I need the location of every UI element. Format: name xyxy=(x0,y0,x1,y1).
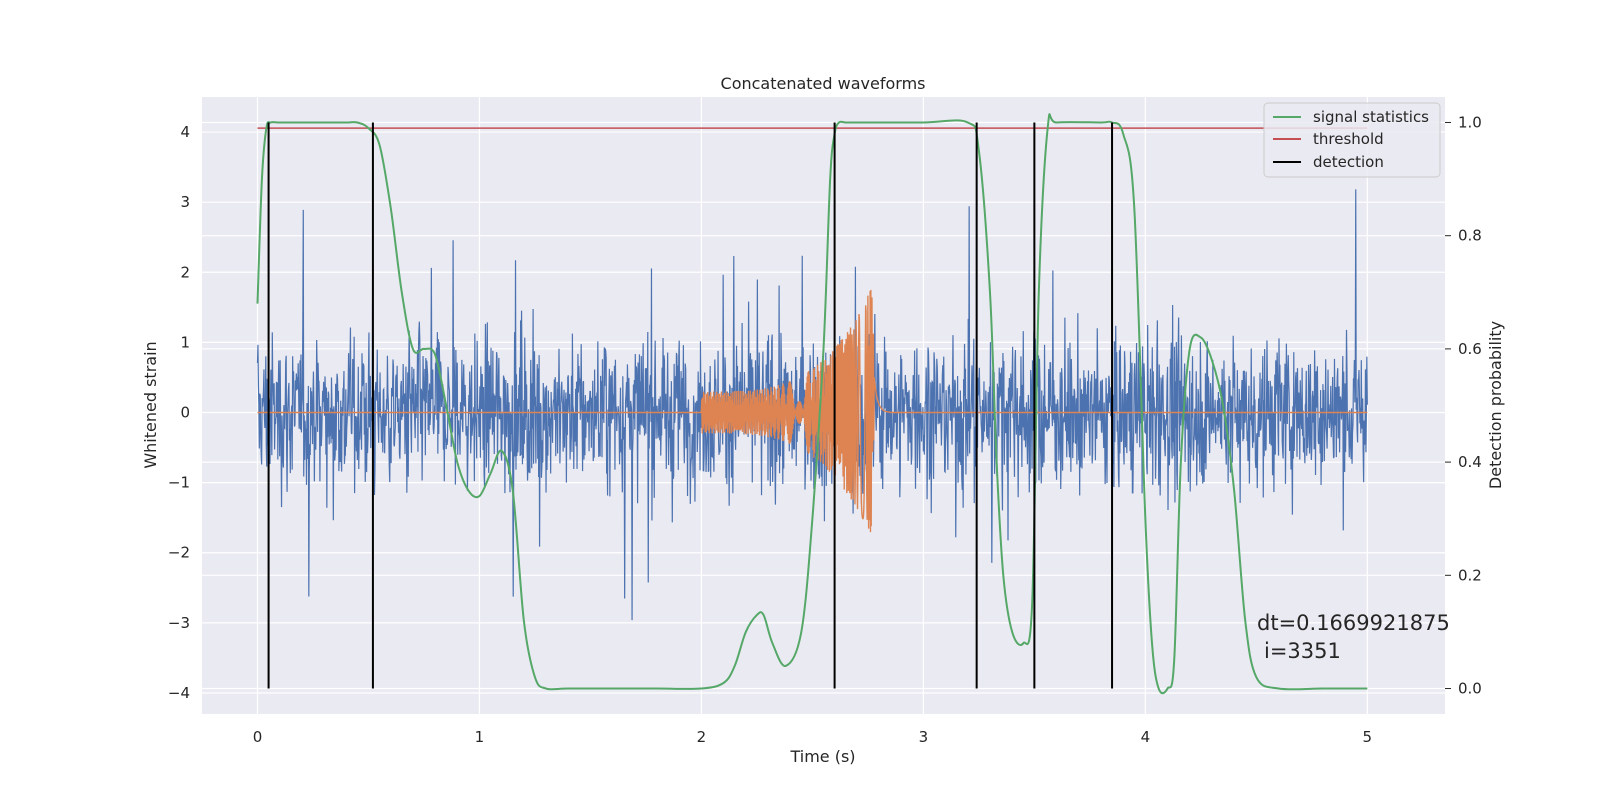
x-tick-label-1: 1 xyxy=(475,728,485,746)
y-axis-right-ticks: 0.0 0.2 0.4 0.6 0.8 1.0 xyxy=(1445,113,1482,698)
y-left-tick-label-0: −4 xyxy=(168,684,190,702)
legend-label-threshold: threshold xyxy=(1313,130,1384,148)
legend-box xyxy=(1263,102,1441,178)
x-axis-label: Time (s) xyxy=(789,747,855,766)
legend-label-detection: detection xyxy=(1313,153,1384,171)
legend: signal statistics threshold detection xyxy=(1263,102,1441,178)
y-axis-left-ticks: −4 −3 −2 −1 0 1 2 3 4 xyxy=(168,123,190,702)
y-right-tick-label-4: 0.8 xyxy=(1458,227,1482,245)
series-waveform xyxy=(257,289,1368,533)
detection-lines xyxy=(267,122,1114,689)
y-right-tick-label-1: 0.2 xyxy=(1458,566,1482,584)
y-left-tick-label-7: 3 xyxy=(180,193,190,211)
y-left-tick-label-8: 4 xyxy=(180,123,190,141)
y-left-tick-label-5: 1 xyxy=(180,333,190,351)
annotation-index: i=3351 xyxy=(1264,639,1341,663)
y-left-tick-label-3: −1 xyxy=(168,474,190,492)
y-right-tick-label-2: 0.4 xyxy=(1458,453,1482,471)
legend-label-signal-statistics: signal statistics xyxy=(1313,108,1429,126)
y-right-tick-label-5: 1.0 xyxy=(1458,113,1482,131)
y-left-tick-label-1: −3 xyxy=(168,614,190,632)
y-axis-right-label: Detection probability xyxy=(1486,321,1505,489)
y-axis-left-label: Whitened strain xyxy=(141,341,160,468)
series-signal-statistics xyxy=(256,113,1368,695)
y-right-tick-label-3: 0.6 xyxy=(1458,340,1482,358)
y-right-tick-label-0: 0.0 xyxy=(1458,680,1482,698)
x-tick-label-4: 4 xyxy=(1141,728,1151,746)
x-tick-label-0: 0 xyxy=(253,728,263,746)
y-left-tick-label-6: 2 xyxy=(180,263,190,281)
x-tick-label-5: 5 xyxy=(1363,728,1373,746)
x-tick-label-3: 3 xyxy=(919,728,929,746)
y-left-tick-label-4: 0 xyxy=(180,404,190,422)
x-tick-label-2: 2 xyxy=(697,728,707,746)
y-left-tick-label-2: −2 xyxy=(168,544,190,562)
chart-title: Concatenated waveforms xyxy=(721,74,926,93)
x-axis-ticks: 0 1 2 3 4 5 xyxy=(253,728,1372,746)
annotation-dt: dt=0.1669921875 xyxy=(1257,611,1450,635)
